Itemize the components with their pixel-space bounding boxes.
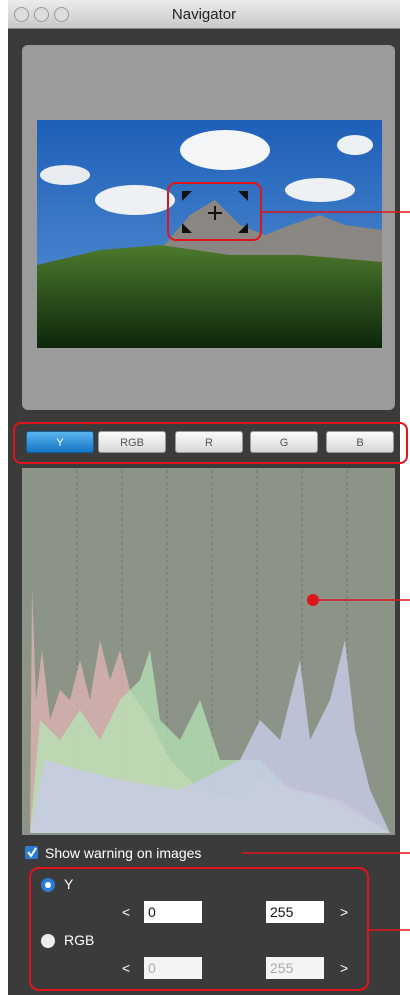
high-input[interactable]: 255: [266, 901, 324, 923]
increment[interactable]: >: [340, 960, 348, 976]
high-input[interactable]: 255: [266, 957, 324, 979]
preview-image[interactable]: [37, 120, 382, 348]
low-input[interactable]: 0: [144, 957, 202, 979]
radio-label[interactable]: Y: [64, 876, 73, 892]
low-input[interactable]: 0: [144, 901, 202, 923]
tab-button[interactable]: RGB: [98, 431, 166, 453]
tab-button[interactable]: G: [250, 431, 318, 453]
tab-button[interactable]: Y: [26, 431, 94, 453]
radio[interactable]: [41, 934, 55, 948]
decrement[interactable]: <: [122, 960, 130, 976]
increment[interactable]: >: [340, 904, 348, 920]
radio-dot: [45, 882, 51, 888]
checkbox-label[interactable]: Show warning on images: [45, 845, 201, 861]
radio-label[interactable]: RGB: [64, 932, 94, 948]
tab-button[interactable]: R: [175, 431, 243, 453]
tab-button[interactable]: B: [326, 431, 394, 453]
screen: Navigator YRGBRGB Show warning on: [0, 0, 410, 995]
decrement[interactable]: <: [122, 904, 130, 920]
